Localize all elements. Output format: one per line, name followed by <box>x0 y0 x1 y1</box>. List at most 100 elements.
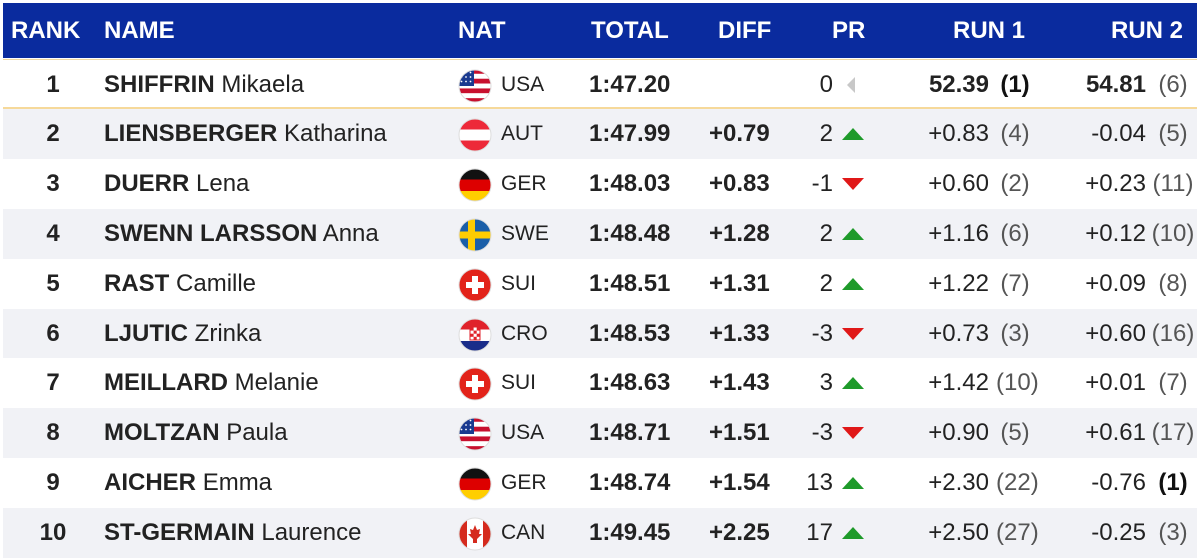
total-time: 1:48.53 <box>589 319 671 347</box>
positions-gained: 17 <box>806 519 833 547</box>
nation-code: USA <box>501 421 545 445</box>
header-name[interactable]: NAME <box>104 17 175 44</box>
table-row[interactable]: 1 SHIFFRIN Mikaela USA 1:47.20 0 52.39 (1) 54.8… <box>3 59 1197 109</box>
athlete-name[interactable]: SHIFFRIN Mikaela <box>104 60 304 110</box>
athlete-first-name: Emma <box>202 469 273 497</box>
run1-time: +2.30 <box>928 469 989 497</box>
run2-rank: (7) <box>1158 369 1188 397</box>
athlete-name[interactable]: DUERR Lena <box>104 159 249 209</box>
run1-time: +1.16 <box>928 219 989 247</box>
switzerland-flag-icon <box>458 268 492 302</box>
arrow-up-icon <box>841 375 865 391</box>
diff-time: +1.51 <box>709 419 770 447</box>
header-pr[interactable]: PR <box>832 17 866 44</box>
table-row[interactable]: 8 MOLTZAN Paula USA 1:48.71 +1.51 -3 +0.90 (5) +… <box>3 408 1197 459</box>
athlete-name[interactable]: LJUTIC Zrinka <box>104 309 261 359</box>
positions-gained: -1 <box>811 169 833 197</box>
run2-time: +0.61 <box>1085 419 1146 447</box>
header-run2[interactable]: RUN 2 <box>1111 17 1184 44</box>
arrow-up-icon <box>841 475 865 491</box>
positions-gained: -3 <box>811 419 833 447</box>
arrow-up-icon <box>841 276 865 292</box>
athlete-name[interactable]: LIENSBERGER Katharina <box>104 109 387 159</box>
run1-rank: (27) <box>996 519 1039 547</box>
nation-code: SUI <box>501 371 537 395</box>
run2-rank: (11) <box>1152 169 1194 197</box>
positions-gained: -3 <box>811 319 833 347</box>
total-time: 1:48.03 <box>589 169 671 197</box>
athlete-surname: LIENSBERGER <box>104 119 278 147</box>
total-time: 1:47.20 <box>589 71 671 98</box>
run2-time: +0.12 <box>1085 219 1146 247</box>
athlete-name[interactable]: RAST Camille <box>104 259 256 309</box>
athlete-first-name: Mikaela <box>221 71 305 98</box>
arrow-up-icon <box>841 126 865 142</box>
diff-time: +2.25 <box>709 519 770 547</box>
table-row[interactable]: 10 ST-GERMAIN Laurence CAN 1:49.45 +2.25 17 +2… <box>3 508 1197 558</box>
run1-rank: (6) <box>1000 219 1030 247</box>
run2-rank: (10) <box>1151 219 1195 247</box>
table-row[interactable]: 7 MEILLARD Melanie SUI 1:48.63 +1.43 3 +1.42 (1… <box>3 358 1197 409</box>
arrow-down-icon <box>841 176 865 192</box>
table-row[interactable]: 3 DUERR Lena GER 1:48.03 +0.83 -1 +0.60 (2) +0.2… <box>3 158 1197 209</box>
run2-rank: (6) <box>1158 71 1188 98</box>
rank-cell: 8 <box>46 419 60 447</box>
total-time: 1:48.74 <box>589 469 671 497</box>
diff-time: +0.83 <box>709 169 770 197</box>
run1-time: +1.22 <box>928 269 989 297</box>
switzerland-flag-icon <box>458 367 492 401</box>
athlete-name[interactable]: ST-GERMAIN Laurence <box>104 508 361 558</box>
croatia-flag-icon <box>458 318 492 352</box>
positions-gained: 2 <box>819 219 833 247</box>
sweden-flag-icon <box>458 218 492 252</box>
rank-cell: 3 <box>46 169 60 197</box>
header-total[interactable]: TOTAL <box>591 17 669 44</box>
run1-rank: (5) <box>1000 419 1030 447</box>
athlete-surname: ST-GERMAIN <box>104 519 255 547</box>
arrow-up-icon <box>841 525 865 541</box>
run2-time: +0.60 <box>1085 319 1146 347</box>
run2-time: +0.23 <box>1085 169 1146 197</box>
table-header: RANK NAME NAT TOTAL DIFF PR RUN 1 RUN 2 <box>3 3 1197 58</box>
total-time: 1:48.71 <box>589 419 671 447</box>
table-row[interactable]: 4 SWENN LARSSON Anna SWE 1:48.48 +1.28 2 +1.16… <box>3 208 1197 259</box>
nation-code: USA <box>501 73 545 96</box>
diff-time: +1.28 <box>709 219 770 247</box>
run1-time: +1.42 <box>928 369 989 397</box>
nation-code: CRO <box>501 321 548 345</box>
run2-rank: (3) <box>1158 519 1188 547</box>
header-nat[interactable]: NAT <box>458 17 506 44</box>
total-time: 1:48.51 <box>589 269 671 297</box>
header-diff[interactable]: DIFF <box>718 17 772 44</box>
table-row[interactable]: 9 AICHER Emma GER 1:48.74 +1.54 13 +2.30 (22) -0… <box>3 458 1197 509</box>
athlete-name[interactable]: AICHER Emma <box>104 458 272 508</box>
nation-code: CAN <box>501 521 546 545</box>
rank-cell: 6 <box>46 319 60 347</box>
arrow-down-icon <box>841 425 865 441</box>
athlete-name[interactable]: MOLTZAN Paula <box>104 408 288 458</box>
athlete-first-name: Paula <box>226 419 288 447</box>
total-time: 1:49.45 <box>589 519 671 547</box>
run1-time: +0.90 <box>928 419 989 447</box>
diff-time: +1.33 <box>709 319 770 347</box>
run1-rank: (4) <box>1000 119 1030 147</box>
rank-cell: 7 <box>46 369 60 397</box>
run1-rank: (7) <box>1000 269 1030 297</box>
canada-flag-icon <box>458 517 492 551</box>
header-run1[interactable]: RUN 1 <box>953 17 1026 44</box>
athlete-first-name: Zrinka <box>194 319 262 347</box>
nation-code: AUT <box>501 121 543 145</box>
athlete-name[interactable]: MEILLARD Melanie <box>104 358 319 408</box>
diff-time: +1.54 <box>709 469 770 497</box>
table-row[interactable]: 6 LJUTIC Zrinka CRO 1:48.53 +1.33 -3 +0.73 (3) +… <box>3 308 1197 359</box>
table-row[interactable]: 2 LIENSBERGER Katharina AUT 1:47.99 +0.79 2 +0… <box>3 108 1197 159</box>
nation-code: SWE <box>501 221 549 245</box>
athlete-surname: SHIFFRIN <box>104 71 215 98</box>
table-row[interactable]: 5 RAST Camille SUI 1:48.51 +1.31 2 +1.22 (7) +0.… <box>3 258 1197 309</box>
usa-flag-icon <box>458 417 492 451</box>
positions-gained: 2 <box>819 269 833 297</box>
athlete-name[interactable]: SWENN LARSSON Anna <box>104 209 379 259</box>
run1-time: +2.50 <box>928 519 989 547</box>
header-rank[interactable]: RANK <box>11 17 81 44</box>
usa-flag-icon <box>458 69 492 103</box>
